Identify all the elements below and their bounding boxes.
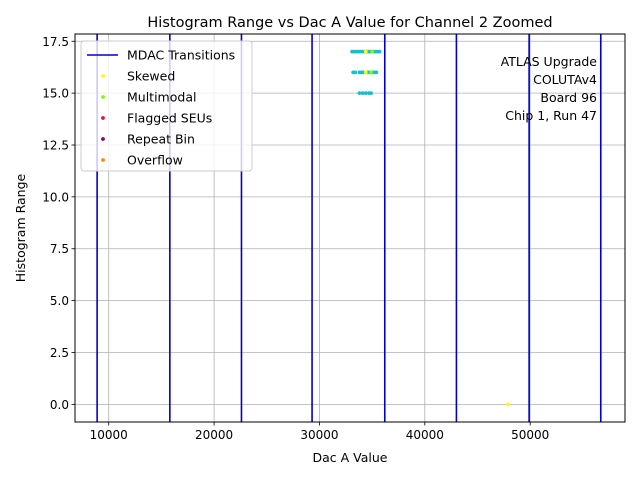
annotation-line: Board 96 [540, 90, 597, 105]
data-point [353, 70, 358, 75]
data-point [357, 91, 362, 96]
data-point [369, 70, 373, 75]
data-point [370, 49, 375, 54]
y-tick-label: 15.0 [42, 87, 69, 101]
annotation-line: ATLAS Upgrade [501, 54, 598, 69]
annotation-line: COLUTAv4 [533, 72, 597, 87]
y-tick-label: 7.5 [50, 242, 69, 256]
y-tick-label: 2.5 [50, 346, 69, 360]
data-point [363, 70, 368, 75]
legend-marker-swatch [101, 95, 105, 99]
x-axis-ticks: 10000 20000 30000 40000 50000 [90, 422, 549, 442]
legend-marker-swatch [101, 116, 105, 120]
legend-label: Repeat Bin [127, 132, 195, 147]
x-tick-label: 40000 [406, 428, 444, 442]
x-tick-label: 10000 [90, 428, 128, 442]
data-point [377, 49, 382, 54]
y-tick-label: 12.5 [42, 139, 69, 153]
x-tick-label: 50000 [511, 428, 549, 442]
grid [75, 34, 625, 422]
y-tick-label: 5.0 [50, 294, 69, 308]
legend-label: Multimodal [127, 90, 196, 105]
y-tick-label: 0.0 [50, 398, 69, 412]
data-point [506, 402, 510, 407]
legend: MDAC Transitions Skewed Multimodal Flagged … [80, 40, 253, 172]
legend-label: Flagged SEUs [127, 111, 212, 126]
legend-marker-swatch [101, 158, 105, 162]
x-tick-label: 20000 [195, 428, 233, 442]
y-axis-label: Histogram Range [13, 173, 28, 282]
y-axis-ticks: 0.0 2.5 5.0 7.5 10.0 12.5 15.0 17.5 [42, 35, 75, 412]
axes-frame [74, 33, 626, 423]
x-axis-label: Dac A Value [313, 450, 388, 465]
y-tick-label: 10.0 [42, 190, 69, 204]
legend-label: MDAC Transitions [127, 48, 235, 63]
annotation-text: ATLAS Upgrade COLUTAv4 Board 96 Chip 1, Run… [501, 54, 598, 123]
x-tick-label: 30000 [300, 428, 338, 442]
data-point [363, 91, 368, 96]
legend-box [80, 40, 253, 172]
data-points [350, 49, 510, 407]
data-point [369, 91, 373, 96]
legend-marker-swatch [101, 137, 105, 141]
legend-label: Overflow [127, 153, 183, 168]
legend-label: Skewed [127, 69, 175, 84]
data-point [374, 70, 379, 75]
legend-marker-swatch [101, 74, 105, 78]
data-point [360, 91, 365, 96]
annotation-line: Chip 1, Run 47 [505, 108, 597, 123]
data-point [363, 49, 368, 54]
y-tick-label: 17.5 [42, 35, 69, 49]
chart-title: Histogram Range vs Dac A Value for Chann… [147, 15, 552, 31]
